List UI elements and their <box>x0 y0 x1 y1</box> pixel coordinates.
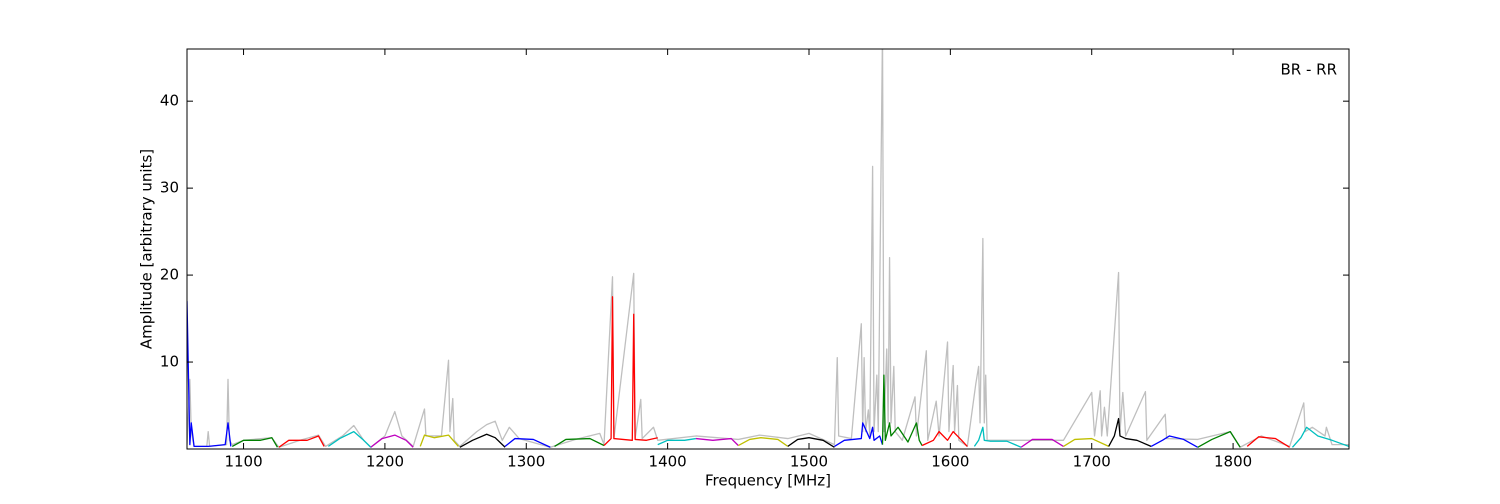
band-spectrum <box>459 433 506 448</box>
y-tick-label: 10 <box>160 353 179 371</box>
band-spectrum <box>370 434 414 448</box>
band-spectrum <box>695 437 739 446</box>
band-spectrum <box>1150 435 1199 448</box>
y-tick-label: 30 <box>160 179 179 197</box>
x-tick-label: 1800 <box>1214 453 1252 471</box>
x-tick-label: 1400 <box>649 453 687 471</box>
band-spectrum <box>554 437 605 447</box>
background-spectrum <box>187 49 1349 448</box>
band-spectrum <box>504 437 551 448</box>
axes-frame <box>186 48 1350 450</box>
x-tick-label: 1500 <box>790 453 828 471</box>
band-spectrum <box>1020 438 1064 448</box>
x-tick-label: 1200 <box>366 453 404 471</box>
band-spectrum <box>1197 430 1241 448</box>
x-tick-label: 1700 <box>1073 453 1111 471</box>
band-spectrum <box>419 434 459 447</box>
band-spectrum <box>787 437 835 448</box>
band-spectrum <box>327 430 372 448</box>
band-spectrum <box>973 426 1022 448</box>
band-spectrum <box>1063 437 1109 447</box>
plot-area <box>187 49 1349 448</box>
band-spectrum <box>657 437 697 446</box>
band-spectrum <box>1291 426 1349 448</box>
x-tick-label: 1600 <box>931 453 969 471</box>
band-spectrum <box>738 437 789 447</box>
band-spectrum <box>187 301 232 448</box>
band-spectrum <box>231 437 279 448</box>
band-spectrum <box>881 374 923 446</box>
y-tick-label: 40 <box>160 92 179 110</box>
band-spectrum <box>278 435 325 448</box>
y-axis-label: Amplitude [arbitrary units] <box>138 149 156 349</box>
band-spectrum <box>1246 436 1290 448</box>
band-spectrum <box>834 422 884 447</box>
band-spectrum <box>921 430 968 447</box>
annotation: BR - RR <box>1280 61 1337 79</box>
band-spectrum <box>1108 417 1152 447</box>
y-tick-label: 20 <box>160 266 179 284</box>
x-axis-label: Frequency [MHz] <box>705 472 831 490</box>
x-tick-label: 1100 <box>224 453 262 471</box>
band-spectrum <box>603 296 658 446</box>
x-tick-label: 1300 <box>507 453 545 471</box>
